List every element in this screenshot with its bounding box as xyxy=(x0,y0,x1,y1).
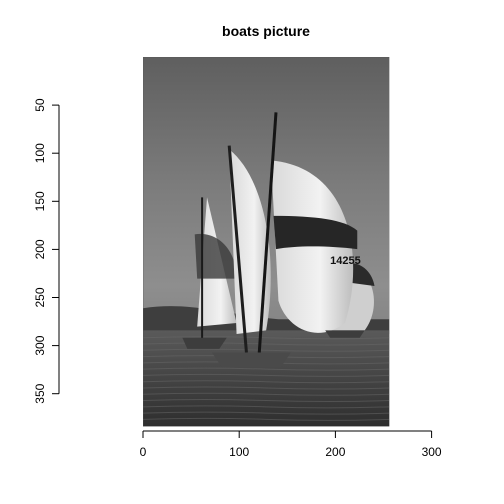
y-tick-label: 150 xyxy=(33,191,47,211)
x-tick-label: 200 xyxy=(325,445,345,459)
hull-right xyxy=(325,330,364,337)
y-tick-label: 350 xyxy=(33,383,47,403)
y-tick-label: 50 xyxy=(33,98,47,112)
y-tick-label: 250 xyxy=(33,287,47,307)
y-tick-label: 100 xyxy=(33,143,47,163)
image-panel: 14255 xyxy=(143,57,389,426)
hull-left xyxy=(182,338,226,349)
chart-title: boats picture xyxy=(222,23,310,39)
y-axis: 50 100 150 200 250 300 350 xyxy=(33,98,59,404)
hull-main xyxy=(212,353,291,368)
y-tick-label: 300 xyxy=(33,335,47,355)
x-tick-label: 100 xyxy=(229,445,249,459)
y-tick-label: 200 xyxy=(33,239,47,259)
x-tick-label: 300 xyxy=(422,445,442,459)
x-axis: 0 100 200 300 xyxy=(140,431,442,459)
x-tick-label: 0 xyxy=(140,445,147,459)
sail-number: 14255 xyxy=(330,255,361,267)
